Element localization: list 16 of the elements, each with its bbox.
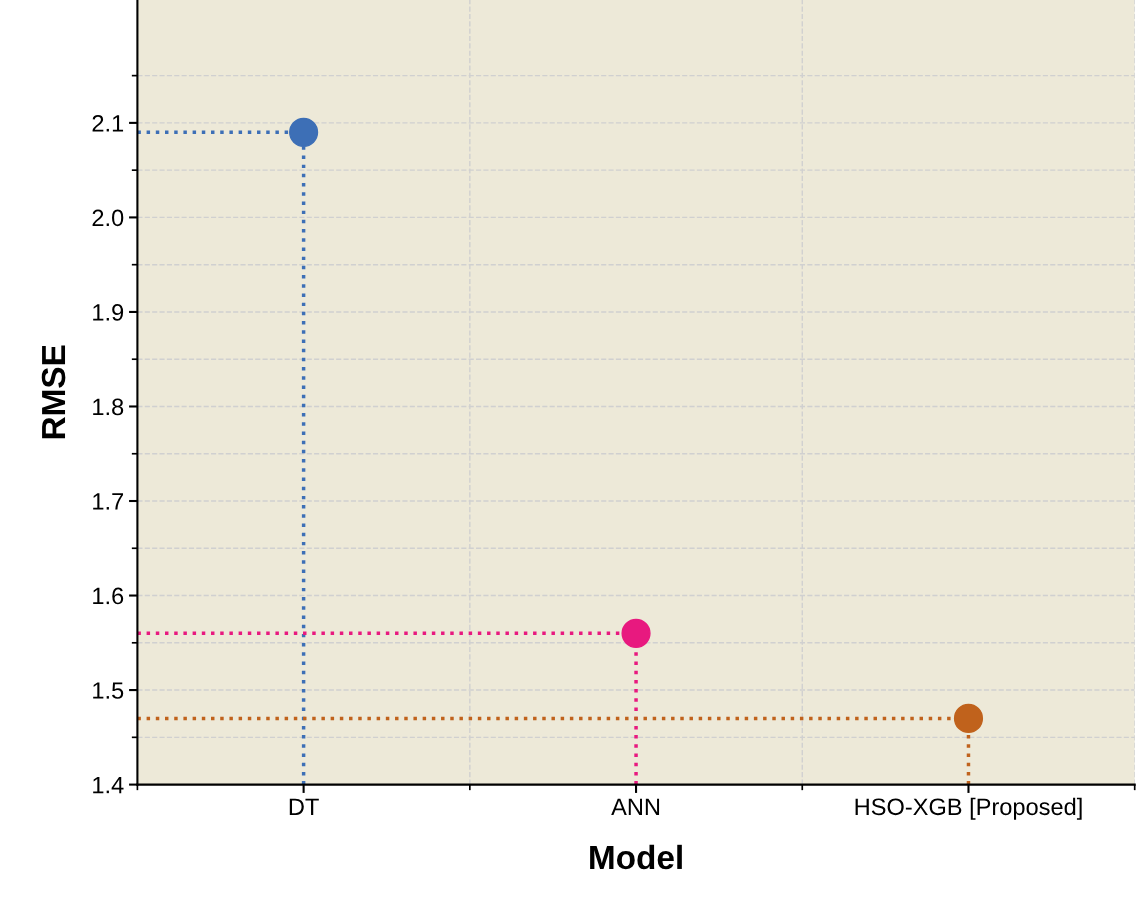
y-tick-label: 1.7 — [93, 493, 124, 510]
y-tick-label: 1.4 — [93, 776, 124, 794]
x-tick-label: HSO-XGB [Proposed] — [855, 797, 1082, 820]
y-tick-label: 1.6 — [93, 587, 124, 605]
point — [953, 703, 984, 734]
y-axis-title: RMSE — [41, 345, 66, 439]
y-tick-label: 1.5 — [93, 682, 124, 699]
x-tick-label: DT — [289, 798, 319, 815]
y-tick-label: 2.0 — [92, 209, 124, 227]
point — [289, 117, 319, 147]
y-tick-label: 1.8 — [93, 398, 124, 416]
y-tick-label: 2.1 — [92, 114, 124, 132]
x-axis-title: Model — [590, 844, 682, 870]
y-tick-label: 1.9 — [93, 304, 124, 321]
x-tick-label: ANN — [611, 798, 660, 815]
point — [621, 618, 651, 648]
